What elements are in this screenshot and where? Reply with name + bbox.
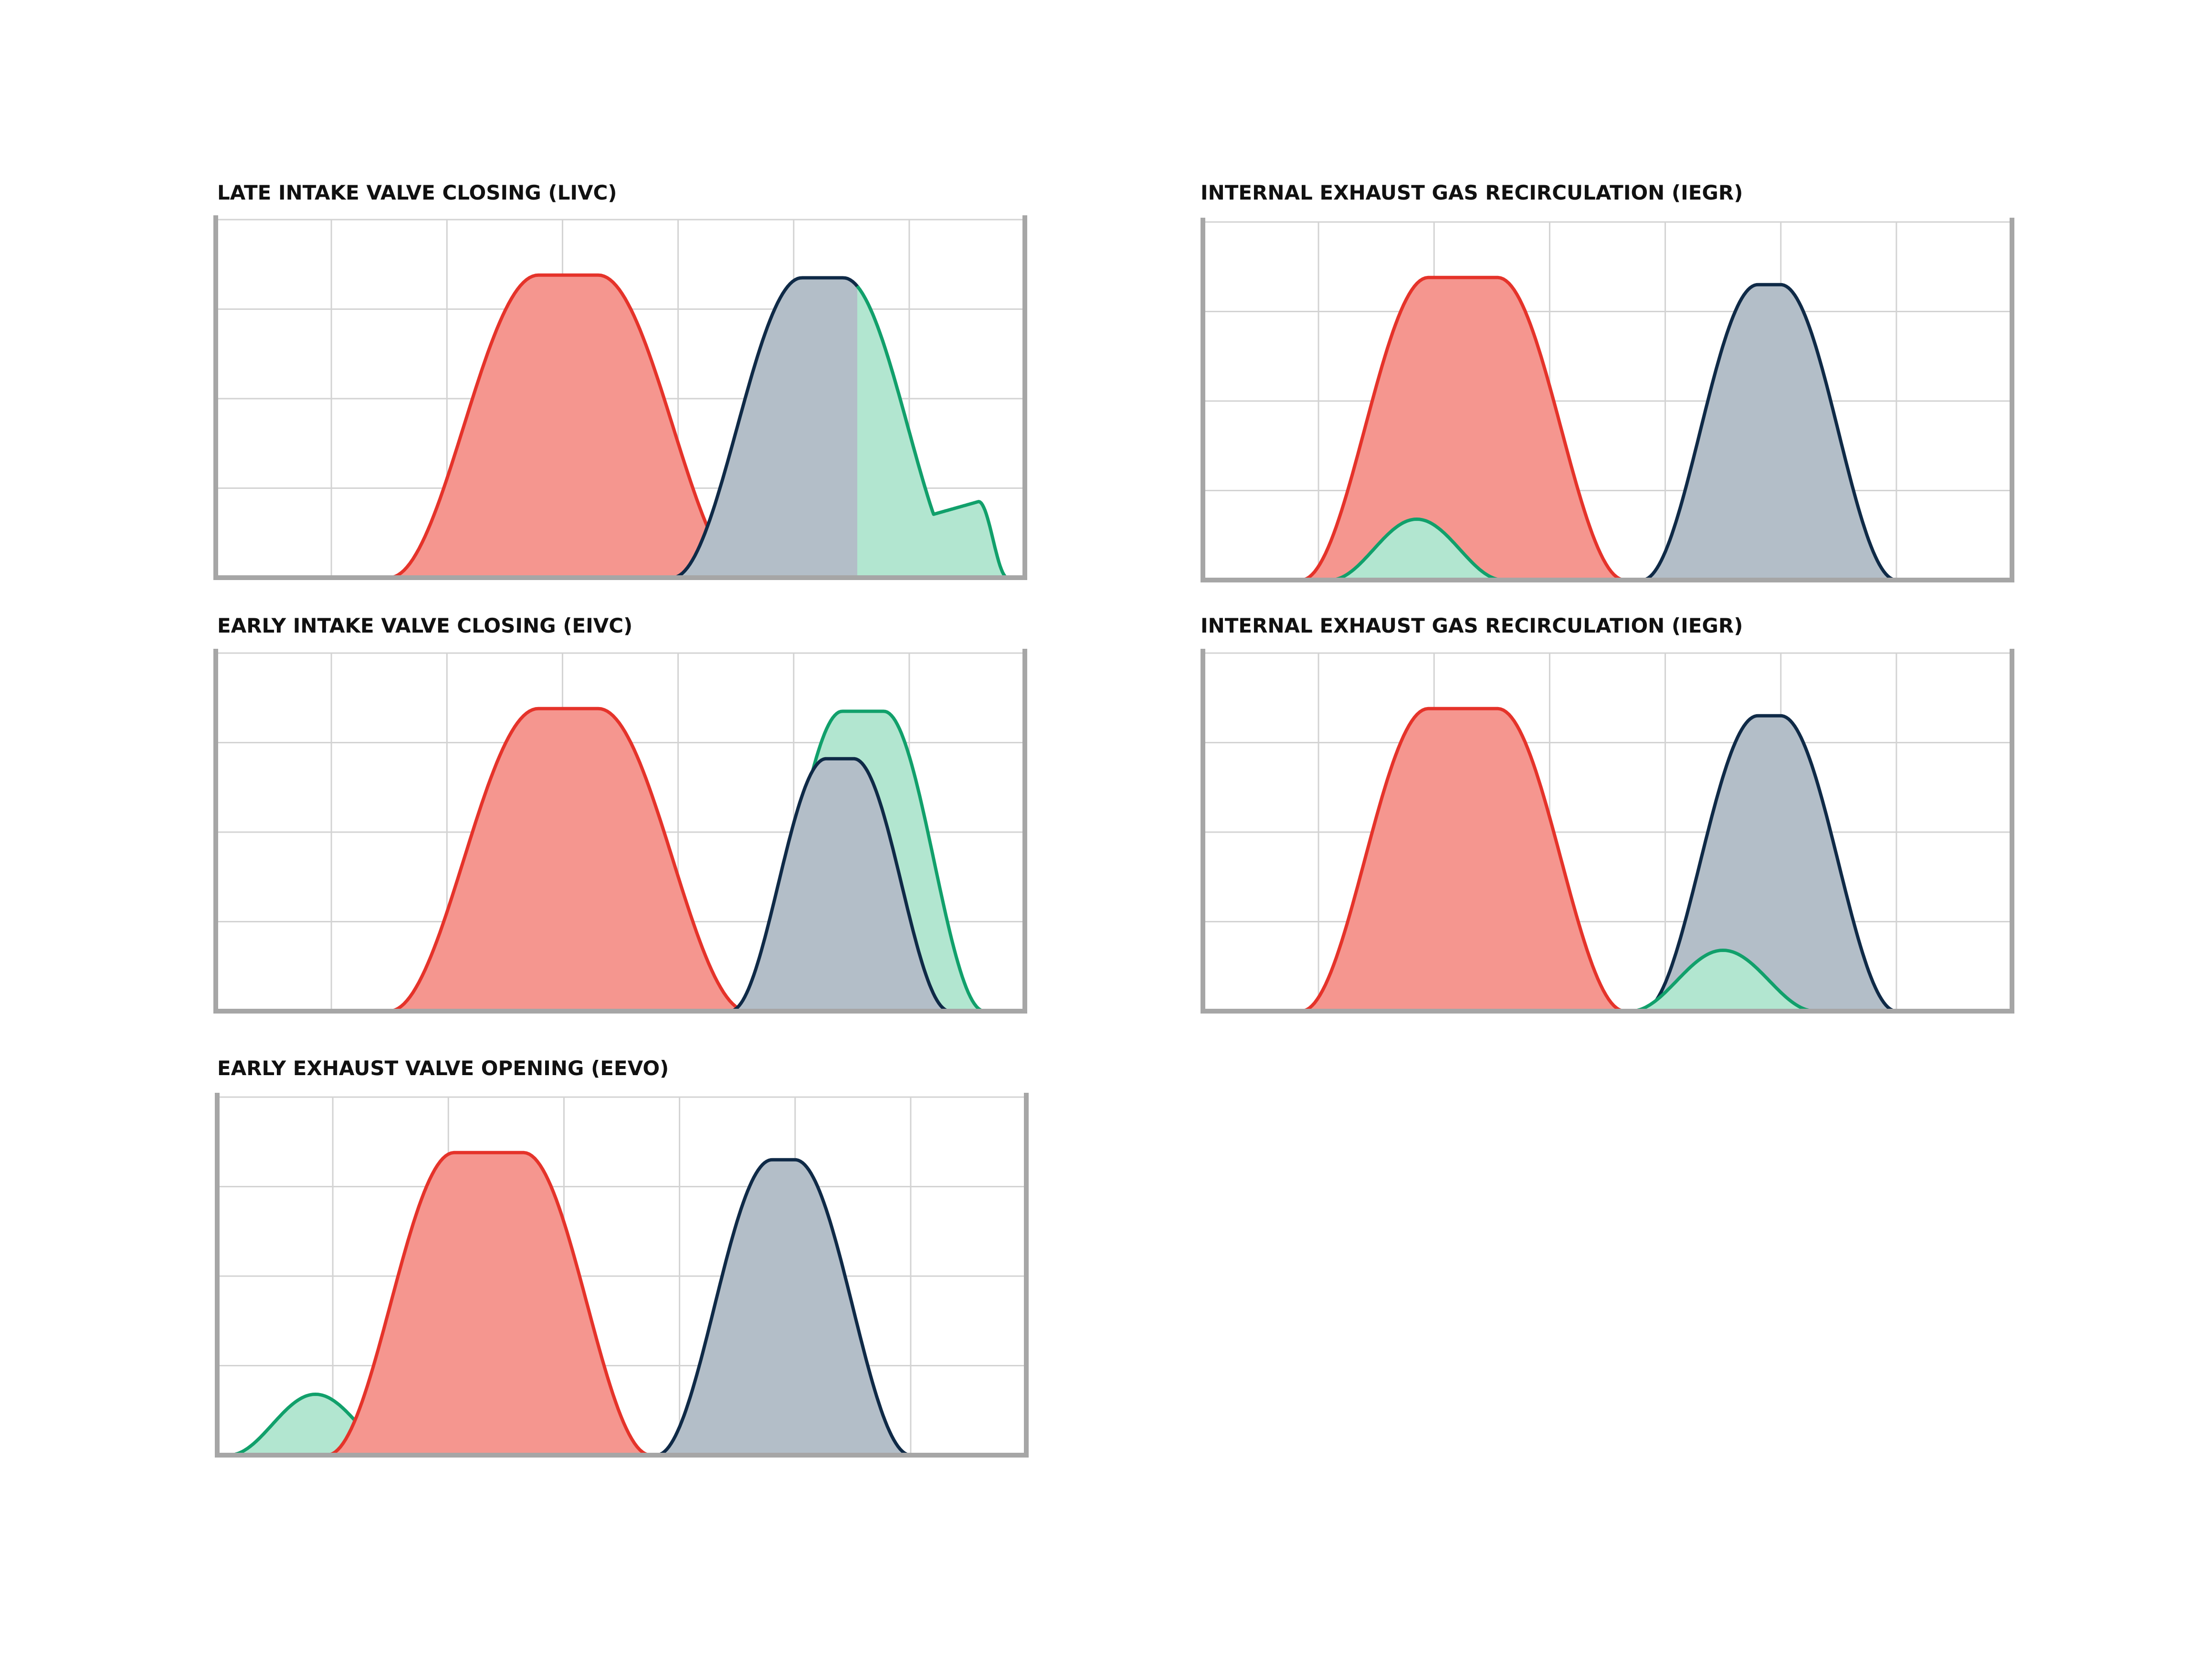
chart-title-iegr-1: INTERNAL EXHAUST GAS RECIRCULATION (IEGR… [1201, 181, 1743, 204]
line-intake-iegr-2 [1301, 707, 1625, 1013]
area-intake-eevo [327, 1152, 651, 1455]
area-intake-livc [389, 275, 748, 578]
chart-eevo: EARLY EXHAUST VALVE OPENING (EEVO) [215, 1057, 1029, 1458]
area-exhaust-iegr-1 [1642, 285, 1896, 580]
chart-livc: LATE INTAKE VALVE CLOSING (LIVC) [213, 181, 1027, 580]
line-exhaust-eevo [656, 1158, 911, 1457]
plot-area-eevo [215, 1093, 1029, 1458]
line-intake-iegr-1 [1301, 275, 1625, 582]
area-intake-iegr-2 [1301, 708, 1625, 1011]
area-intake-iegr-1 [1301, 277, 1625, 580]
chart-eivc: EARLY INTAKE VALVE CLOSING (EIVC) [213, 614, 1027, 1014]
line-intake-livc [389, 273, 748, 580]
chart-title-eivc: EARLY INTAKE VALVE CLOSING (EIVC) [217, 614, 632, 637]
line-exhaust-iegr-1 [1642, 283, 1897, 582]
plot-area-iegr-2 [1201, 649, 2014, 1014]
chart-iegr-2: INTERNAL EXHAUST GAS RECIRCULATION (IEGR… [1201, 614, 2014, 1014]
plot-area-livc [213, 215, 1027, 580]
chart-title-livc: LATE INTAKE VALVE CLOSING (LIVC) [217, 181, 617, 204]
plot-area-iegr-1 [1201, 218, 2014, 582]
area-extra-iegr-2 [1630, 950, 1816, 1011]
area-exhaust-eevo [656, 1160, 911, 1455]
line-extra-livc [856, 285, 1008, 580]
chart-title-iegr-2: INTERNAL EXHAUST GAS RECIRCULATION (IEGR… [1201, 614, 1743, 637]
line-intake-eevo [327, 1151, 651, 1457]
chart-iegr-1: INTERNAL EXHAUST GAS RECIRCULATION (IEGR… [1201, 181, 2014, 582]
line-extra-iegr-2 [1630, 949, 1816, 1013]
line-exhaust-eivc [730, 757, 950, 1013]
area-intake-eivc [389, 708, 748, 1011]
area-extra-iegr-1 [1330, 519, 1504, 580]
area-exhaust-eivc [730, 759, 950, 1011]
line-intake-eivc [389, 707, 748, 1013]
line-exhaust-iegr-2 [1642, 714, 1897, 1013]
area-exhaust-iegr-2 [1642, 716, 1896, 1011]
line-extra-iegr-1 [1329, 518, 1504, 582]
chart-title-eevo: EARLY EXHAUST VALVE OPENING (EEVO) [217, 1057, 669, 1080]
plot-area-eivc [213, 649, 1027, 1014]
